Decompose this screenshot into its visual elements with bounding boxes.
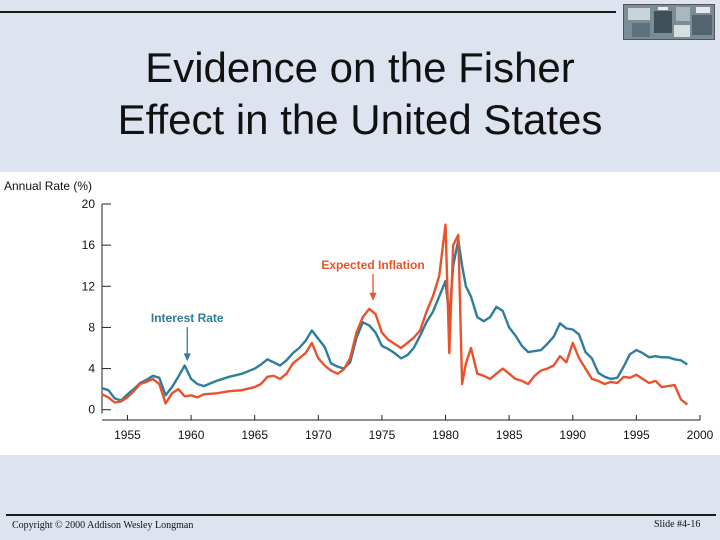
y-tick-label: 20 [82, 197, 96, 211]
x-tick-label: 1980 [432, 428, 459, 442]
copyright-text: Copyright © 2000 Addison Wesley Longman [12, 520, 194, 531]
top-rule [0, 11, 616, 13]
y-tick-label: 0 [88, 403, 95, 417]
y-tick-label: 16 [82, 238, 96, 252]
series-layer [101, 223, 689, 406]
interest-rate-line [101, 238, 688, 402]
x-tick-label: 1985 [496, 428, 523, 442]
annotation-arrow-head [183, 353, 191, 362]
y-tick-label: 4 [88, 362, 95, 376]
title-line-1: Evidence on the Fisher [145, 44, 575, 91]
x-tick-label: 1970 [305, 428, 332, 442]
annotation-arrow-head [369, 292, 377, 301]
x-tick-label: 1995 [623, 428, 650, 442]
fisher-effect-chart: Annual Rate (%) 0 4 8 12 16 20 1955 1960 1965 197… [4, 179, 714, 442]
title-line-2: Effect in the United States [117, 96, 603, 143]
x-tick-label: 1955 [114, 428, 141, 442]
chart-panel: Annual Rate (%) 0 4 8 12 16 20 1955 1960 1965 197… [0, 172, 720, 455]
slide-title: Evidence on the Fisher Effect in the Uni… [40, 42, 680, 146]
expected-inflation-annotation: Expected Inflation [321, 258, 424, 272]
x-tick-label: 1990 [559, 428, 586, 442]
annotation-layer: Interest Rate Expected Inflation [151, 258, 425, 362]
corner-photo [623, 4, 715, 40]
interest-rate-annotation: Interest Rate [151, 311, 224, 325]
y-tick-label: 12 [82, 279, 96, 293]
x-tick-label: 2000 [687, 428, 714, 442]
x-tick-label: 1975 [369, 428, 396, 442]
footer-rule [6, 514, 716, 516]
y-tick-label: 8 [88, 320, 95, 334]
x-tick-label: 1960 [178, 428, 205, 442]
slide-number: Slide #4-16 [654, 519, 701, 530]
y-axis-label: Annual Rate (%) [4, 179, 92, 193]
x-tick-label: 1965 [241, 428, 268, 442]
axes: 0 4 8 12 16 20 1955 1960 1965 1970 1975 1980 1985 199… [82, 197, 714, 442]
expected-inflation-line [101, 223, 689, 406]
